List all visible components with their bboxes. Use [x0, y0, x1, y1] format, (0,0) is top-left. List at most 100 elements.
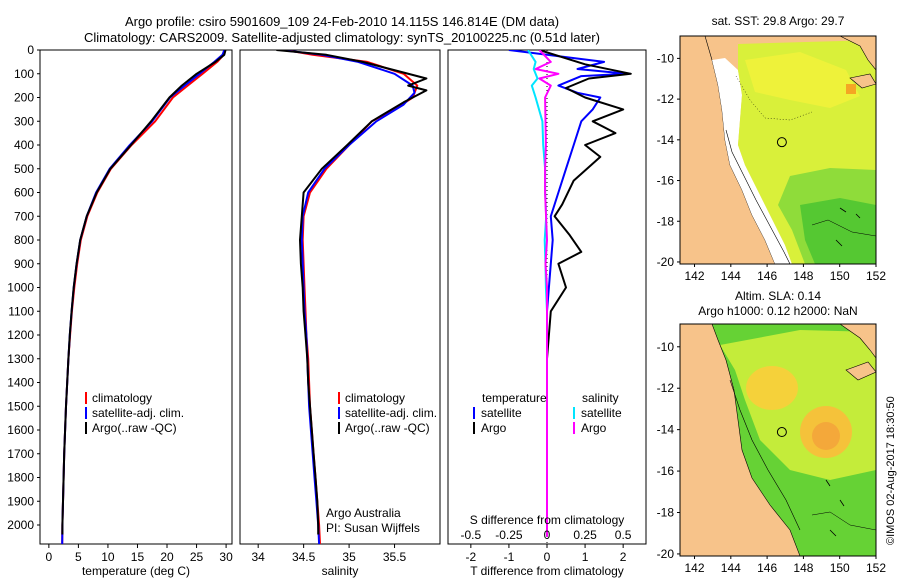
sst-map-frame — [679, 35, 877, 265]
depth-tick-label: 1400 — [7, 376, 34, 390]
salinity-plot — [276, 50, 428, 544]
pi-name-label: PI: Susan Wijffels — [326, 521, 420, 535]
series-line-climatology — [61, 50, 226, 544]
depth-tick-label: 1500 — [7, 399, 34, 413]
legend-label-climatology: climatology — [345, 391, 405, 405]
isobath-line-2 — [811, 219, 876, 237]
series-line-temperature-satellite — [508, 50, 628, 537]
sla-anomaly-high-1 — [746, 366, 798, 410]
salinity-axis-label: salinity — [322, 564, 359, 578]
x-tick-label: 10 — [101, 550, 115, 564]
legend-label-s-argo: Argo — [581, 421, 607, 435]
depth-tick-label: 800 — [14, 233, 34, 247]
t-difference-axis-label: T difference from climatology — [470, 564, 624, 578]
legend-label-climatology: climatology — [92, 391, 152, 405]
s-tick-label: -0.25 — [495, 528, 523, 542]
x-tick-label: 25 — [190, 550, 204, 564]
series-line-climatology — [285, 50, 419, 544]
x-tick-label: 34.5 — [292, 550, 316, 564]
depth-tick-label: 1900 — [7, 494, 34, 508]
island — [849, 73, 876, 89]
legend-label-argo: Argo(..raw -QC) — [92, 421, 177, 435]
x-tick-label: 35.5 — [383, 550, 407, 564]
x-tick-label: 0 — [46, 550, 53, 564]
sst-map-axes: 142 144 146 148 150 152 -10 -12 -14 -16 -18 -20 — [657, 51, 887, 283]
lat-tick-label: -20 — [657, 255, 675, 269]
sst-warm-area — [745, 52, 860, 108]
sst-map — [680, 36, 876, 264]
lon-tick-label: 142 — [685, 561, 705, 575]
argo-location-marker — [776, 137, 787, 148]
lat-tick-label: -12 — [657, 381, 675, 395]
legend-label-satellite: satellite-adj. clim. — [92, 406, 184, 420]
sla-anomaly-peak — [812, 422, 840, 450]
lat-tick-label: -12 — [657, 92, 675, 106]
depth-tick-label: 900 — [14, 257, 34, 271]
lat-tick-label: -14 — [657, 133, 675, 147]
lat-tick-label: -20 — [657, 547, 675, 561]
series-line-salinity-satellite — [527, 50, 548, 537]
lat-tick-label: -16 — [657, 464, 675, 478]
lon-tick-label: 142 — [685, 269, 705, 283]
new-guinea-coast — [790, 36, 876, 71]
series-line-argo — [61, 50, 227, 535]
reef-marks — [825, 479, 845, 537]
depth-tick-label: 300 — [14, 114, 34, 128]
x-tick-label: 30 — [219, 550, 233, 564]
x-tick-label: 15 — [131, 550, 145, 564]
lon-tick-label: 152 — [866, 269, 886, 283]
s-tick-label: 0.5 — [615, 528, 632, 542]
sla-map-frame — [679, 323, 877, 557]
depth-tick-label: 1100 — [8, 304, 34, 318]
temperature-axis-label: temperature (deg C) — [82, 564, 190, 578]
x-tick-label: 0 — [544, 550, 551, 564]
legend-label-argo: Argo(..raw -QC) — [345, 421, 430, 435]
australia-coast — [680, 324, 801, 556]
temperature-legend: climatology satellite-adj. clim. Argo(..… — [85, 391, 184, 435]
series-line-satellite — [61, 50, 226, 544]
depth-axis: 0 100 200 300 400 500 600 700 800 900 1000 1100 1200… — [7, 43, 40, 532]
sst-map-title: sat. SST: 29.8 Argo: 29.7 — [712, 14, 845, 28]
lat-tick-label: -10 — [657, 51, 675, 65]
figure-title-line2: Climatology: CARS2009. Satellite-adjuste… — [84, 30, 600, 45]
new-guinea-coast — [790, 324, 876, 359]
sst-hot-pixel — [846, 84, 856, 94]
legend-header-salinity: salinity — [582, 391, 619, 405]
lat-tick-label: -14 — [657, 423, 675, 437]
temperature-x-axis: 0 5 10 15 20 25 30 — [46, 544, 233, 564]
argo-location-marker — [776, 427, 787, 438]
x-tick-label: 35 — [342, 550, 356, 564]
salinity-panel-frame — [239, 49, 441, 545]
x-tick-label: 2 — [620, 550, 627, 564]
x-tick-label: 20 — [160, 550, 174, 564]
lat-tick-label: -16 — [657, 174, 675, 188]
depth-tick-label: 200 — [14, 91, 34, 105]
reef-marks — [835, 207, 861, 247]
lon-tick-label: 146 — [757, 561, 777, 575]
legend-header-temperature: temperature — [482, 391, 547, 405]
temperature-plot — [61, 50, 227, 544]
depth-tick-label: 400 — [14, 138, 34, 152]
sla-map-title-line2: Argo h1000: 0.12 h2000: NaN — [698, 304, 857, 318]
depth-tick-label: 100 — [14, 67, 34, 81]
legend-label-t-satellite: satellite — [481, 406, 522, 420]
depth-tick-label: 700 — [14, 209, 34, 223]
lat-tick-label: -18 — [657, 214, 675, 228]
lon-tick-label: 148 — [793, 269, 813, 283]
lon-tick-label: 148 — [793, 561, 813, 575]
sst-nodata-band — [712, 58, 792, 264]
legend-label-t-argo: Argo — [481, 421, 507, 435]
depth-tick-label: 1700 — [7, 447, 34, 461]
depth-tick-label: 2000 — [7, 518, 34, 532]
difference-legend: temperature salinity satellite Argo sate… — [473, 391, 622, 435]
series-line-salinity-argo — [534, 50, 560, 537]
lon-tick-label: 144 — [721, 561, 741, 575]
s-difference-axis-label: S difference from climatology — [470, 513, 625, 527]
series-line-argo — [276, 50, 428, 535]
s-tick-label: 0 — [544, 528, 551, 542]
x-tick-label: -1 — [504, 550, 515, 564]
isobath-line — [725, 129, 791, 264]
isobath-line — [729, 379, 801, 531]
sst-coolest-area — [800, 198, 876, 264]
